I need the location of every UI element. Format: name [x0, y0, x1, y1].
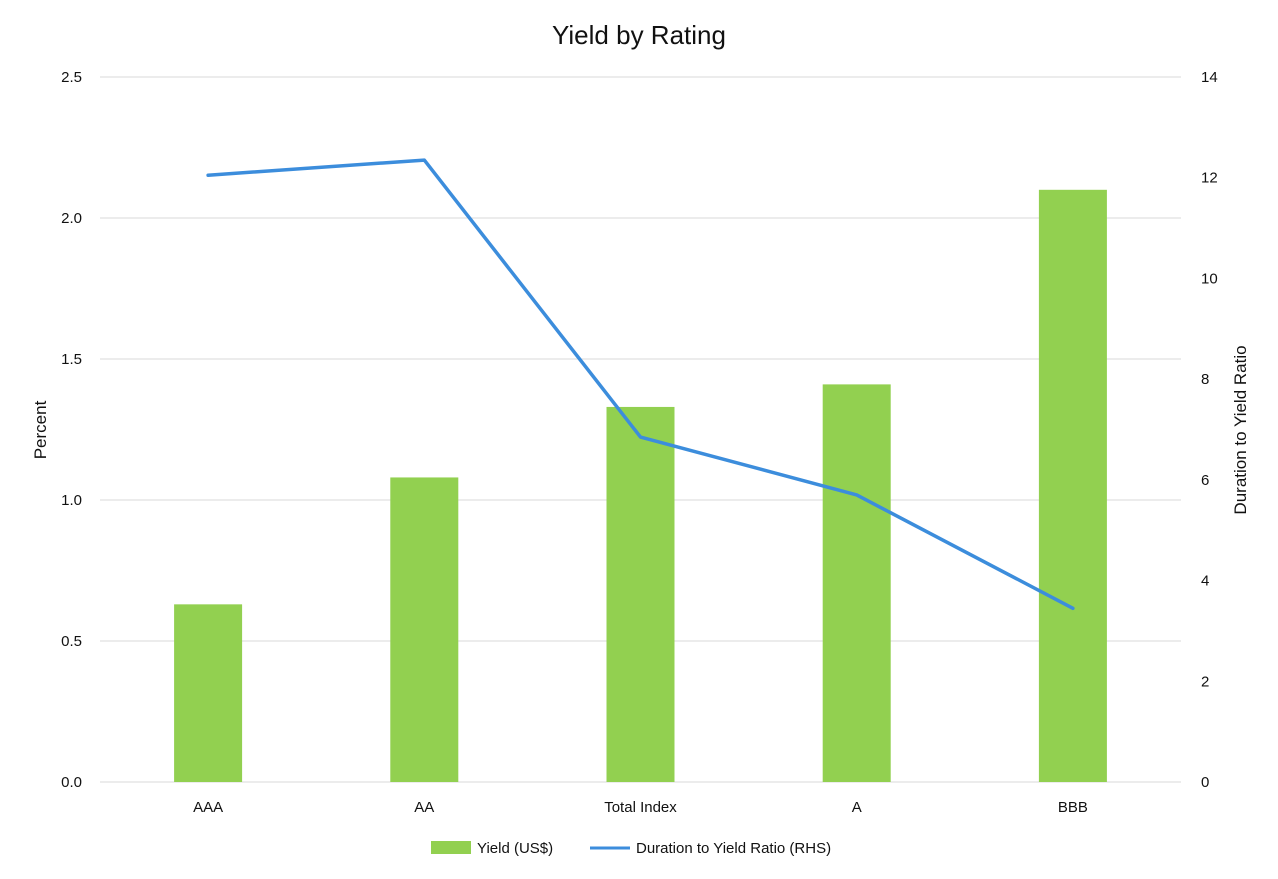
y-tick-label: 0.5 [61, 633, 82, 650]
y2-tick-label: 8 [1201, 371, 1209, 388]
y2-tick-label: 0 [1201, 774, 1209, 791]
y2-tick-label: 14 [1201, 69, 1218, 86]
x-tick-label: AAA [193, 799, 223, 816]
left-axis-ticks: 0.0 0.5 1.0 1.5 2.0 2.5 [61, 69, 82, 791]
line-series [206, 158, 1075, 611]
legend-line-label: Duration to Yield Ratio (RHS) [636, 840, 831, 857]
right-axis-ticks: 0 2 4 6 8 10 12 14 [1201, 69, 1218, 791]
legend: Yield (US$) Duration to Yield Ratio (RHS… [431, 840, 831, 857]
y2-tick-label: 12 [1201, 170, 1218, 187]
bar [822, 384, 891, 782]
y-tick-label: 2.0 [61, 210, 82, 227]
bar [1038, 189, 1107, 783]
y2-tick-label: 2 [1201, 673, 1209, 690]
right-axis-label: Duration to Yield Ratio [1231, 345, 1250, 514]
y2-tick-label: 6 [1201, 472, 1209, 489]
legend-bar-label: Yield (US$) [477, 840, 553, 857]
x-tick-label: Total Index [604, 799, 677, 816]
x-tick-label: AA [414, 799, 434, 816]
y-tick-label: 2.5 [61, 69, 82, 86]
bar [390, 477, 459, 782]
y-tick-label: 0.0 [61, 774, 82, 791]
y-tick-label: 1.5 [61, 351, 82, 368]
bar [174, 604, 243, 782]
bar [606, 406, 675, 782]
x-tick-label: A [852, 799, 862, 816]
legend-bar-swatch [431, 841, 471, 854]
y-tick-label: 1.0 [61, 492, 82, 509]
y2-tick-label: 10 [1201, 270, 1218, 287]
chart-title: Yield by Rating [552, 20, 726, 50]
x-tick-label: BBB [1058, 799, 1088, 816]
category-axis-ticks: AAA AA Total Index A BBB [193, 799, 1088, 816]
left-axis-label: Percent [31, 400, 50, 459]
bar-series [174, 189, 1107, 783]
y2-tick-label: 4 [1201, 573, 1209, 590]
